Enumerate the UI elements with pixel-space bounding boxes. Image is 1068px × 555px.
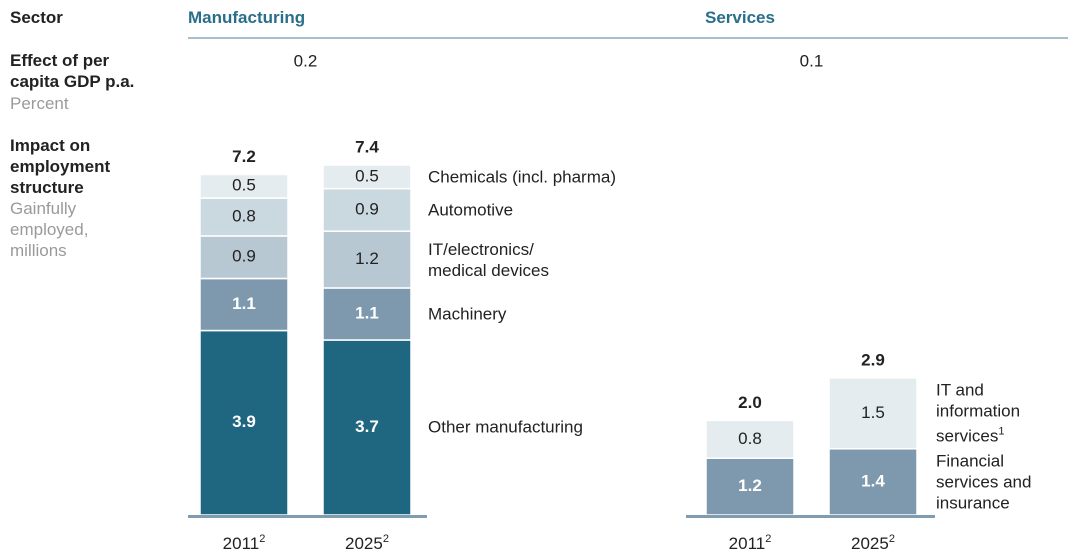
legend-entry: Machinery	[428, 303, 506, 324]
value-label: 1.4	[861, 471, 885, 490]
legend-label: Automotive	[428, 200, 514, 220]
category: 2011	[223, 534, 260, 553]
bar-segment	[199, 235, 289, 280]
impact-unit: Gainfully employed, millions	[10, 199, 89, 260]
sector-label: Sector	[10, 8, 63, 27]
value-label: 1.5	[861, 403, 885, 422]
legend-label: IT/electronics/ medical devices	[428, 239, 549, 280]
bar-segment	[322, 230, 412, 289]
legend-entry: IT and information services1	[936, 380, 1020, 447]
value-label: 0.8	[232, 206, 256, 225]
category-note: 2	[889, 533, 895, 545]
panel-title: Services	[705, 8, 775, 27]
legend-entry: Chemicals (incl. pharma)	[428, 166, 616, 187]
value-label: 0.9	[232, 247, 256, 266]
legend-label: Machinery	[428, 304, 507, 324]
legend-entry: Financial services and insurance	[936, 450, 1031, 513]
total-label: 2.9	[861, 350, 885, 369]
panel-title: Manufacturing	[188, 8, 306, 27]
legend-label: Financial services and insurance	[936, 451, 1032, 513]
value-label: 1.1	[355, 303, 379, 322]
category-note: 2	[259, 533, 265, 545]
bar-segment	[199, 173, 289, 199]
category-note: 2	[765, 533, 771, 545]
legend-entry: IT/electronics/ medical devices	[428, 239, 549, 281]
effect-value: 0.2	[294, 51, 318, 70]
bar-segment	[705, 457, 795, 516]
bar-segment	[322, 164, 412, 190]
value-label: 1.2	[738, 476, 762, 495]
value-label: 3.7	[355, 417, 379, 436]
category-note: 2	[383, 533, 389, 545]
x-tick-label: 20112	[223, 533, 266, 554]
value-label: 1.1	[232, 294, 256, 313]
impact-label: Impact on employment structure	[10, 136, 111, 197]
bar-segment	[828, 377, 918, 450]
category: 2011	[729, 534, 766, 553]
legend-entry: Other manufacturing	[428, 417, 583, 438]
legend-note: 1	[998, 425, 1005, 438]
total-label: 7.2	[232, 147, 256, 166]
bar-segment	[705, 419, 795, 459]
category: 2025	[345, 534, 383, 553]
category: 2025	[851, 534, 889, 553]
effect-unit: Percent	[10, 94, 69, 113]
effect-label: Effect of per capita GDP p.a.	[10, 51, 135, 91]
value-label: 0.5	[232, 176, 256, 195]
bar-segment	[322, 187, 412, 232]
total-label: 7.4	[355, 137, 379, 156]
value-label: 1.2	[355, 249, 379, 268]
bar-segment	[199, 329, 289, 516]
effect-value: 0.1	[800, 51, 824, 70]
bar-segment	[828, 448, 918, 516]
total-label: 2.0	[738, 393, 762, 412]
x-tick-label: 20112	[729, 533, 772, 554]
legend-label: Other manufacturing	[428, 417, 583, 437]
value-label: 0.9	[355, 199, 379, 218]
value-label: 0.5	[355, 166, 379, 185]
value-label: 0.8	[738, 429, 762, 448]
x-tick-label: 20252	[851, 533, 895, 554]
legend-entry: Automotive	[428, 199, 513, 220]
x-tick-label: 20252	[345, 533, 389, 554]
legend-label: Chemicals (incl. pharma)	[428, 167, 616, 187]
value-label: 3.9	[232, 412, 256, 431]
legend-label: IT and information services	[936, 380, 1021, 446]
